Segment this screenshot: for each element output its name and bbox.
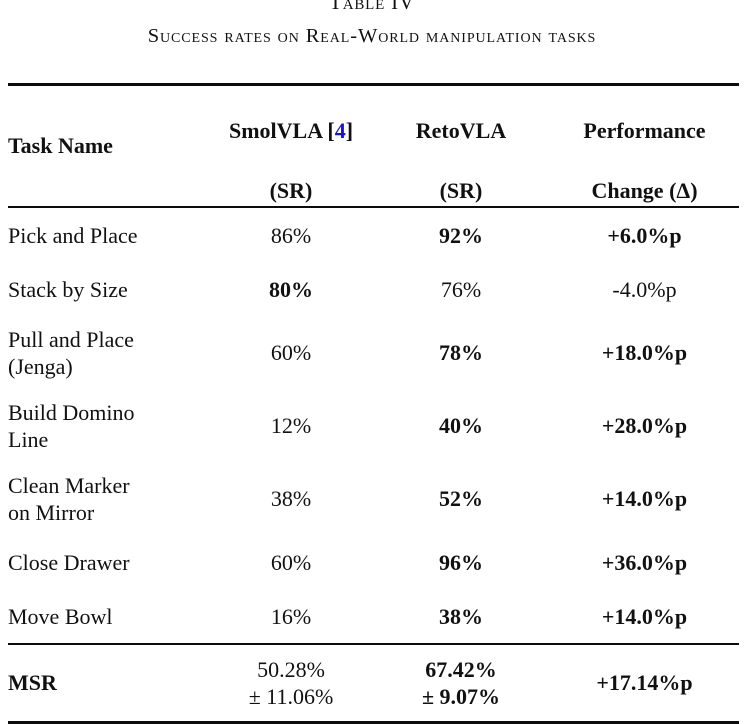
performance-label-line1: Performance <box>583 118 706 143</box>
retovla-sr-cell: 52% <box>439 486 483 511</box>
msr-smolvla-cell: 50.28% ± 11.06% <box>248 656 334 709</box>
msr-change-cell: +17.14%p <box>596 670 693 696</box>
performance-change-cell: -4.0%p <box>612 276 677 302</box>
retovla-sr-cell: 76% <box>440 276 482 302</box>
smolvla-sr-cell: 60% <box>270 550 312 575</box>
retovla-sr-cell: 78% <box>439 340 483 365</box>
results-table: Task Name SmolVLA [4] (SR) RetoVLA (SR) … <box>8 83 739 724</box>
smolvla-label: SmolVLA [ <box>228 118 335 143</box>
msr-retovla-cell: 67.42% ± 9.07% <box>421 656 501 709</box>
performance-change-cell: +14.0%p <box>601 486 688 511</box>
col-header-retovla: RetoVLA (SR) <box>372 85 550 208</box>
task-name-cell: Pull and Place (Jenga) <box>8 326 134 379</box>
table-row-stack-by-size: Stack by Size 80% 76% -4.0%p <box>8 262 739 316</box>
smolvla-sr-cell: 80% <box>269 276 313 302</box>
table-row-close-drawer: Close Drawer 60% 96% +36.0%p <box>8 535 739 590</box>
table-row-clean-marker-on-mirror: Clean Marker on Mirror 38% 52% +14.0%p <box>8 462 739 535</box>
smolvla-sr-cell: 16% <box>270 604 312 629</box>
table-row-build-domino-line: Build Domino Line 12% 40% +28.0%p <box>8 389 739 462</box>
retovla-sr-cell: 38% <box>439 604 483 629</box>
retovla-sr-subheader: (SR) <box>439 178 483 203</box>
performance-change-cell: +18.0%p <box>601 340 688 365</box>
task-name-cell: Pick and Place <box>8 222 138 248</box>
performance-change-cell: +36.0%p <box>601 550 688 575</box>
performance-change-cell: +6.0%p <box>607 222 682 248</box>
col-header-performance-change: Performance Change (Δ) <box>550 85 739 208</box>
task-name-cell: Close Drawer <box>8 550 130 575</box>
smolvla-sr-cell: 12% <box>270 413 312 438</box>
col-header-task-name: Task Name <box>8 133 113 158</box>
performance-change-cell: +14.0%p <box>601 604 688 629</box>
table-row-move-bowl: Move Bowl 16% 38% +14.0%p <box>8 590 739 644</box>
smolvla-sr-subheader: (SR) <box>269 178 313 203</box>
retovla-sr-cell: 40% <box>439 413 483 438</box>
msr-label-cell: MSR <box>8 670 57 696</box>
task-name-cell: Build Domino Line <box>8 399 135 452</box>
smolvla-label-bracket: ] <box>345 118 354 143</box>
table-row-pull-and-place-jenga: Pull and Place (Jenga) 60% 78% +18.0%p <box>8 316 739 389</box>
smolvla-sr-cell: 60% <box>270 340 312 365</box>
table-title-caption: Success rates on Real-World manipulation… <box>147 25 597 47</box>
task-name-cell: Clean Marker on Mirror <box>8 472 130 525</box>
col-header-smolvla: SmolVLA [4] (SR) <box>210 85 372 208</box>
header-row: Task Name SmolVLA [4] (SR) RetoVLA (SR) … <box>8 84 739 208</box>
retovla-sr-cell: 92% <box>439 222 483 248</box>
msr-summary-row: MSR 50.28% ± 11.06% 67.42% ± 9.07% +17.1… <box>8 644 739 722</box>
performance-change-cell: +28.0%p <box>601 413 688 438</box>
smolvla-sr-cell: 86% <box>270 222 312 248</box>
task-name-cell: Stack by Size <box>8 276 128 302</box>
smolvla-sr-cell: 38% <box>270 486 312 511</box>
retovla-label: RetoVLA <box>415 118 507 143</box>
retovla-sr-cell: 96% <box>439 550 483 575</box>
table-number-caption: Table IV <box>329 0 415 14</box>
performance-label-line2: Change (Δ) <box>591 178 698 203</box>
citation-link-4[interactable]: 4 <box>334 118 346 143</box>
task-name-cell: Move Bowl <box>8 604 113 629</box>
table-row-pick-and-place: Pick and Place 86% 92% +6.0%p <box>8 207 739 262</box>
